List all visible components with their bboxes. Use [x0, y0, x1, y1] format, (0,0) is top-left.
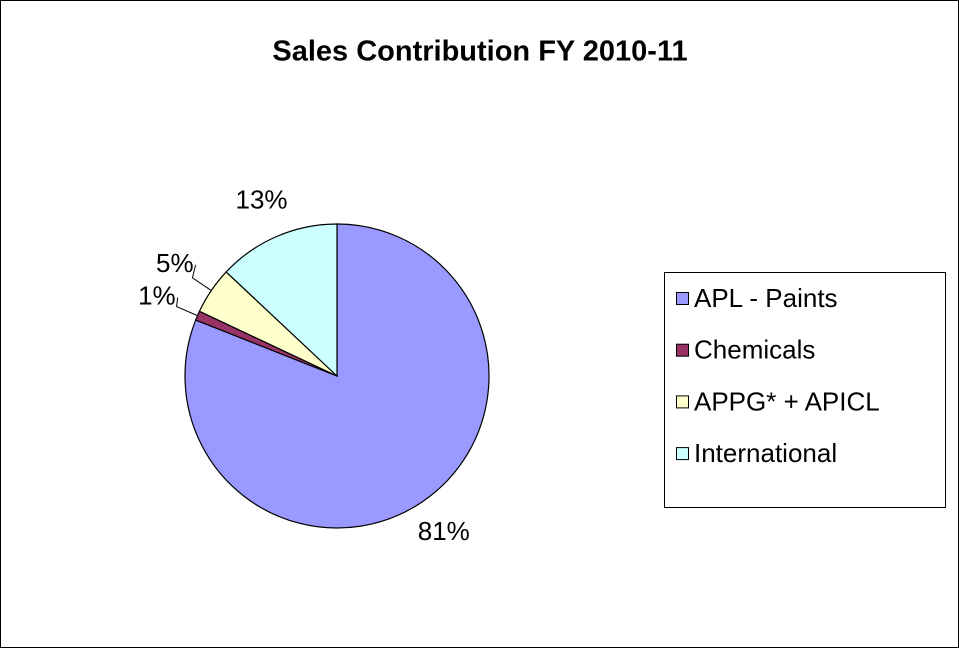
data-label: 1%: [138, 280, 176, 310]
legend-swatch: [676, 343, 689, 357]
leader-line: [176, 297, 198, 317]
legend-label: Chemicals: [694, 335, 815, 365]
data-label: 81%: [418, 516, 470, 546]
legend-box: [664, 272, 946, 508]
data-label: 5%: [156, 248, 194, 278]
legend-swatch: [676, 447, 689, 461]
legend-label: APPG* + APICL: [694, 386, 880, 416]
leader-line: [191, 264, 212, 291]
legend-swatch: [676, 395, 689, 409]
legend-label: International: [694, 438, 837, 468]
pie-slice: [225, 223, 338, 378]
chart-title: Sales Contribution FY 2010-11: [272, 36, 687, 68]
legend-swatch: [676, 292, 689, 305]
legend-label: APL - Paints: [694, 283, 838, 313]
data-label: 13%: [236, 185, 288, 215]
